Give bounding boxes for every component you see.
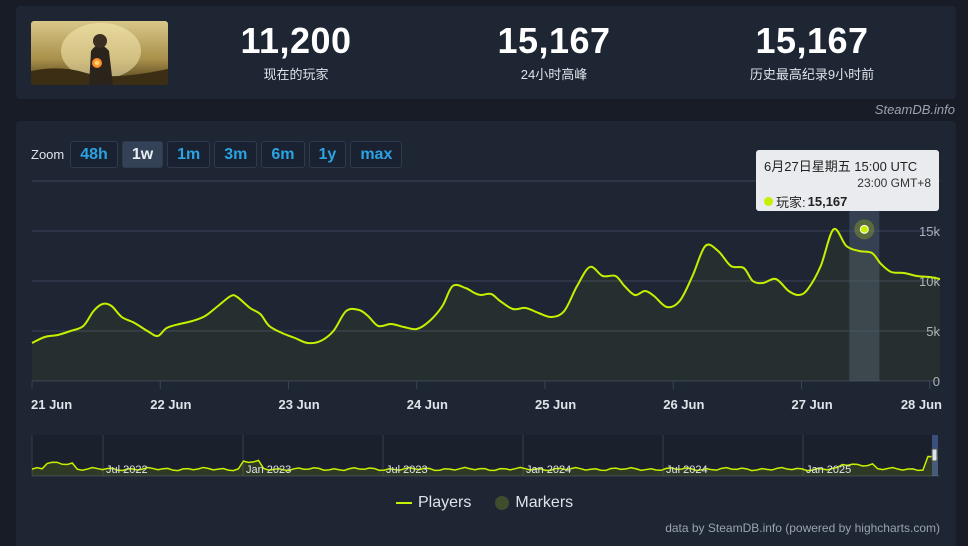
highlight-point [859,224,869,234]
zoom-button-6m[interactable]: 6m [261,141,305,168]
tooltip-series-row: 玩家: 15,167 [764,192,931,211]
zoom-button-48h[interactable]: 48h [70,141,118,168]
x-tick-label: 28 Jun [901,397,942,412]
y-tick-label: 5k [926,324,940,339]
stat-all-time-peak: 15,167 历史最高纪录9小时前 [702,22,922,83]
stat-value: 15,167 [497,20,611,61]
navigator-tick-label: Jul 2022 [106,464,148,476]
zoom-button-1m[interactable]: 1m [167,141,211,168]
navigator-tick-label: Jul 2024 [666,464,708,476]
stat-label: 24小时高峰 [520,67,588,82]
x-tick-label: 22 Jun [150,397,191,412]
stats-panel: 11,200 现在的玩家 15,167 24小时高峰 15,167 历史最高纪录… [16,6,956,99]
navigator-tick-label: Jan 2023 [246,464,291,476]
navigator-tick-label: Jan 2024 [526,464,571,476]
legend-item-players[interactable]: Players [396,494,471,512]
stat-value: 15,167 [755,20,869,61]
series-line-players [31,227,941,345]
stat-current-players: 11,200 现在的玩家 [186,22,406,83]
legend-label: Players [418,494,472,511]
stat-label: 历史最高纪录9小时前 [749,67,875,82]
chart-credit[interactable]: data by SteamDB.info (powered by highcha… [665,521,940,535]
navigator-tick-label: Jan 2025 [806,464,851,476]
series-area [32,228,940,381]
zoom-label: Zoom [31,147,65,162]
marker-icon [495,496,510,510]
steamdb-credit-link[interactable]: SteamDB.info [874,102,955,117]
zoom-button-max[interactable]: max [350,141,403,168]
legend-label: Markers [515,494,574,511]
series-dot-icon [764,197,773,206]
line-icon [396,502,412,504]
tooltip-value: 15,167 [807,194,848,209]
legend-item-markers[interactable]: Markers [495,494,573,512]
game-thumbnail[interactable] [31,21,168,85]
x-tick-label: 21 Jun [31,397,72,412]
zoom-button-1y[interactable]: 1y [308,141,347,168]
navigator-tick-label: Jul 2023 [386,464,428,476]
chart-legend: Players Markers [396,494,597,512]
navigator-handle [931,448,938,462]
x-tick-label: 24 Jun [407,397,448,412]
tooltip-series-label: 玩家: [776,195,806,210]
x-tick-label: 23 Jun [278,397,319,412]
tooltip-date: 6月27日星期五 15:00 UTC [764,159,918,174]
y-tick-label: 15k [919,224,940,239]
zoom-button-3m[interactable]: 3m [214,141,258,168]
navigator-line [31,455,939,472]
y-tick-label: 0 [933,374,940,389]
x-tick-label: 27 Jun [791,397,832,412]
game-artwork [31,21,168,85]
chart-panel: 0 5k 10k 15k 21 Jun 22 Jun 23 Jun 24 Jun 25 Jun 2… [16,121,956,546]
stat-value: 11,200 [240,20,352,61]
stat-label: 现在的玩家 [263,67,329,82]
zoom-controls: Zoom 48h 1w 1m 3m 6m 1y max [31,141,406,168]
tooltip-local-time: 23:00 GMT+8 [857,176,931,190]
zoom-button-1w[interactable]: 1w [121,141,164,168]
x-tick-label: 25 Jun [535,397,576,412]
x-tick-label: 26 Jun [663,397,704,412]
stat-24h-peak: 15,167 24小时高峰 [444,22,664,83]
chart-tooltip: 6月27日星期五 15:00 UTC 23:00 GMT+8 玩家: 15,16… [756,150,939,211]
hover-band [849,211,880,381]
